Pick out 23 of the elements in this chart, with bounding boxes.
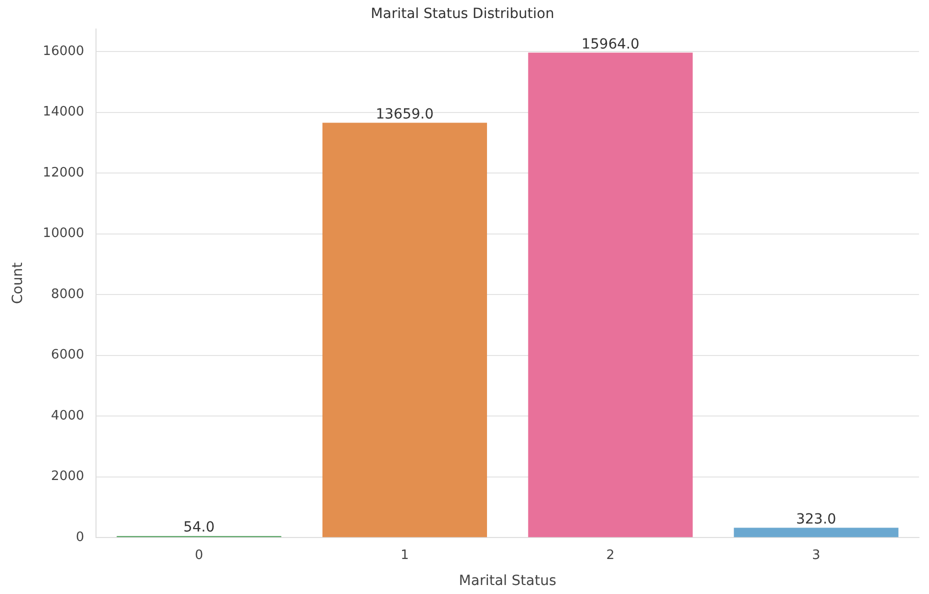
chart-title: Marital Status Distribution (370, 6, 554, 22)
bar (528, 52, 693, 538)
data-label: 323.0 (796, 511, 836, 528)
x-tick-label: 0 (194, 548, 204, 563)
y-axis-title: Count (10, 262, 26, 304)
bar (322, 122, 488, 538)
bar (734, 528, 898, 538)
data-label: 15964.0 (581, 36, 640, 52)
y-tick-label: 4000 (51, 408, 84, 424)
data-label: 54.0 (183, 520, 215, 536)
y-tick-label: 8000 (51, 286, 84, 302)
y-tick-label: 6000 (51, 348, 84, 363)
x-tick-label: 3 (812, 548, 820, 563)
y-tick-label: 16000 (42, 44, 84, 59)
y-tick-label: 2000 (51, 469, 84, 484)
data-label: 13659.0 (376, 106, 434, 122)
y-tick-label: 0 (76, 530, 84, 545)
x-tick-label: 1 (400, 548, 409, 563)
x-axis-title: Marital Status (458, 573, 556, 590)
x-tick-label: 2 (606, 548, 615, 563)
y-tick-label: 10000 (42, 226, 84, 242)
y-tick-label: 12000 (42, 165, 84, 180)
y-tick-label: 14000 (42, 104, 84, 120)
